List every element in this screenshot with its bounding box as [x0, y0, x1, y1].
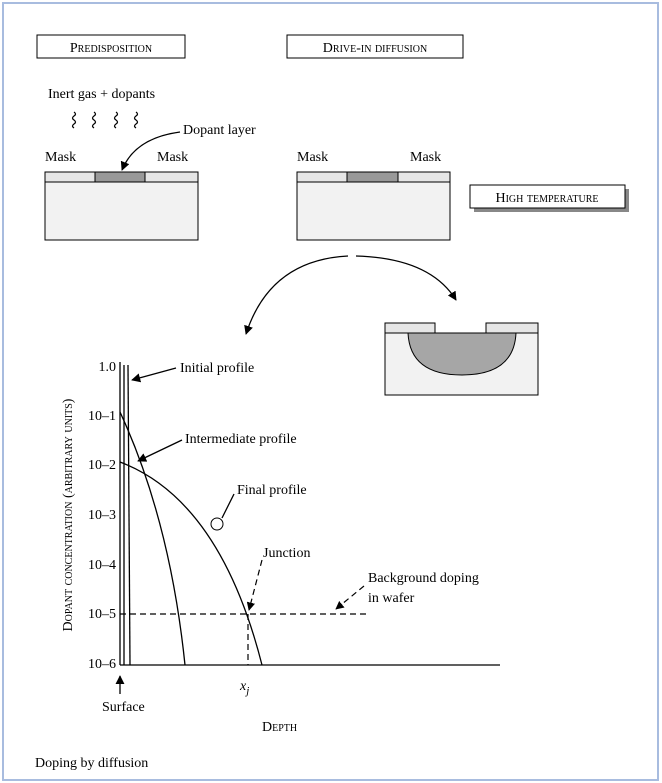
- stage-label: Predisposition: [70, 41, 152, 56]
- y-tick-label: 10–3: [88, 508, 116, 523]
- y-tick-label: 10–2: [88, 458, 116, 473]
- dopant-layer: [347, 172, 398, 182]
- mask: [385, 323, 435, 333]
- annotation: Intermediate profile: [185, 432, 297, 447]
- annotation: Background doping: [368, 571, 479, 586]
- y-tick-label: 10–6: [88, 657, 116, 672]
- mask-label: Mask: [297, 150, 328, 165]
- y-tick-label: 10–1: [88, 409, 116, 424]
- diagram: Predisposition Drive-in diffusion High t…: [0, 0, 662, 783]
- wafer: [297, 182, 450, 240]
- y-tick-label: 1.0: [99, 360, 117, 375]
- y-axis-label: Dopant concentration (arbitrary units): [61, 398, 76, 631]
- surface-label: Surface: [102, 700, 145, 715]
- dopant-layer: [95, 172, 145, 182]
- dopant-layer-label: Dopant layer: [183, 123, 256, 138]
- mask-label: Mask: [410, 150, 441, 165]
- page: Predisposition Drive-in diffusion High t…: [0, 0, 662, 783]
- mask-label: Mask: [45, 150, 76, 165]
- annotation: in wafer: [368, 591, 415, 606]
- y-tick-label: 10–5: [88, 607, 116, 622]
- annotation: Final profile: [237, 483, 307, 498]
- x-axis-label: Depth: [262, 720, 297, 735]
- wafer: [45, 182, 198, 240]
- annotation: Initial profile: [180, 361, 254, 376]
- mask-label: Mask: [157, 150, 188, 165]
- stage-label: Drive-in diffusion: [323, 41, 427, 56]
- stage-label: High temperature: [495, 191, 598, 206]
- caption: Doping by diffusion: [35, 756, 148, 771]
- y-tick-label: 10–4: [88, 558, 116, 573]
- mask: [486, 323, 538, 333]
- gas-label: Inert gas + dopants: [48, 87, 155, 102]
- annotation: Junction: [263, 546, 310, 561]
